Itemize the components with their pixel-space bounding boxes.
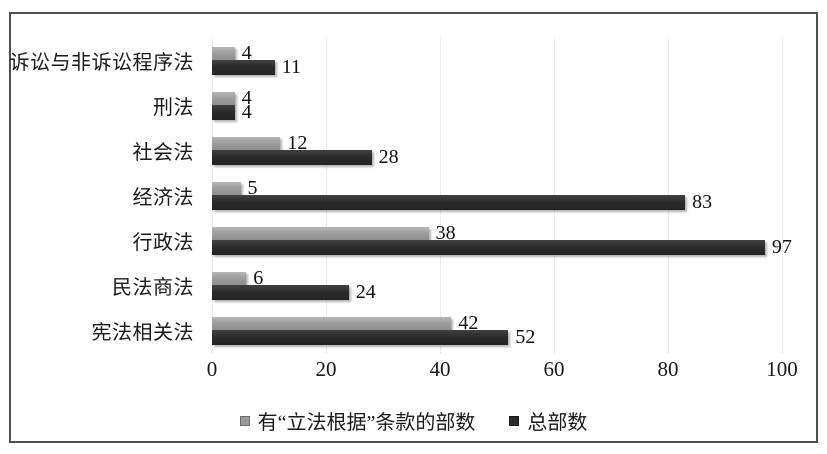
bar-row: 42 52 — [212, 308, 782, 353]
value-label: 4 — [241, 87, 252, 109]
bar-series-1: 83 — [212, 192, 712, 212]
value-label: 12 — [287, 132, 308, 154]
x-tick-label: 60 — [543, 357, 565, 381]
value-label: 4 — [241, 42, 252, 64]
legend-label: 有“立法根据”条款的部数 — [257, 412, 476, 434]
category-label: 刑法 — [153, 97, 194, 119]
category-label: 宪法相关法 — [91, 322, 194, 344]
value-label: 4 — [241, 101, 252, 123]
bar-series-0: 5 — [212, 178, 258, 198]
legend-item: 总部数 — [509, 406, 587, 435]
category-label: 经济法 — [132, 187, 194, 209]
category-label: 行政法 — [132, 232, 194, 254]
bar-series-0: 4 — [212, 43, 252, 63]
value-label: 42 — [458, 312, 479, 334]
value-label: 5 — [247, 177, 258, 199]
legend-label: 总部数 — [527, 412, 588, 434]
bar-row: 5 83 — [212, 173, 782, 218]
bar-series-1: 28 — [212, 147, 399, 167]
legend-item: 有“立法根据”条款的部数 — [239, 406, 476, 435]
category-label: 民法商法 — [112, 277, 194, 299]
bar-row: 38 97 — [212, 218, 792, 263]
value-label: 11 — [281, 56, 301, 78]
value-label: 83 — [692, 191, 713, 213]
x-tick-label: 0 — [206, 357, 218, 381]
value-label: 52 — [515, 326, 536, 348]
x-axis: 0 20 40 60 80 100 — [207, 357, 798, 385]
x-tick-label: 80 — [657, 357, 679, 381]
bar-series-0: 38 — [212, 223, 456, 243]
bar-series-1: 24 — [212, 282, 376, 302]
bar-row: 4 11 — [212, 38, 782, 83]
bar-series-1: 52 — [212, 327, 535, 347]
value-label: 97 — [771, 236, 792, 258]
legend: 有“立法根据”条款的部数 总部数 — [11, 406, 816, 435]
x-tick-label: 40 — [429, 357, 451, 381]
category-label: 诉讼与非诉讼程序法 — [9, 52, 194, 74]
legend-swatch-icon — [239, 415, 250, 426]
bar-series-0: 12 — [212, 133, 307, 153]
plot-area: 4 11 4 4 12 28 5 83 38 97 6 24 42 52 — [212, 38, 792, 353]
value-label: 28 — [378, 146, 399, 168]
category-axis: 诉讼与非诉讼程序法刑法社会法经济法行政法民法商法宪法相关法 — [9, 38, 203, 353]
value-label: 6 — [253, 267, 264, 289]
bar-series-1: 97 — [212, 237, 792, 257]
category-label: 社会法 — [132, 142, 194, 164]
value-label: 38 — [435, 222, 456, 244]
bar-series-0: 6 — [212, 268, 263, 288]
x-tick-label: 20 — [315, 357, 337, 381]
gridline — [782, 38, 783, 353]
bar-series-1: 11 — [212, 57, 301, 77]
x-tick-label: 100 — [766, 357, 798, 381]
bar-series-0: 42 — [212, 313, 478, 333]
bar-row: 12 28 — [212, 128, 782, 173]
bar-series-0: 4 — [212, 88, 252, 108]
bar-series-1: 4 — [212, 102, 252, 122]
bar-row: 6 24 — [212, 263, 782, 308]
value-label: 24 — [355, 281, 376, 303]
chart-frame: 诉讼与非诉讼程序法 刑法 社会法 经济法 行政法 民法商法 宪法相关法 4 11 4 4 12 28 5… — [9, 12, 818, 443]
legend-swatch-icon — [509, 415, 520, 426]
